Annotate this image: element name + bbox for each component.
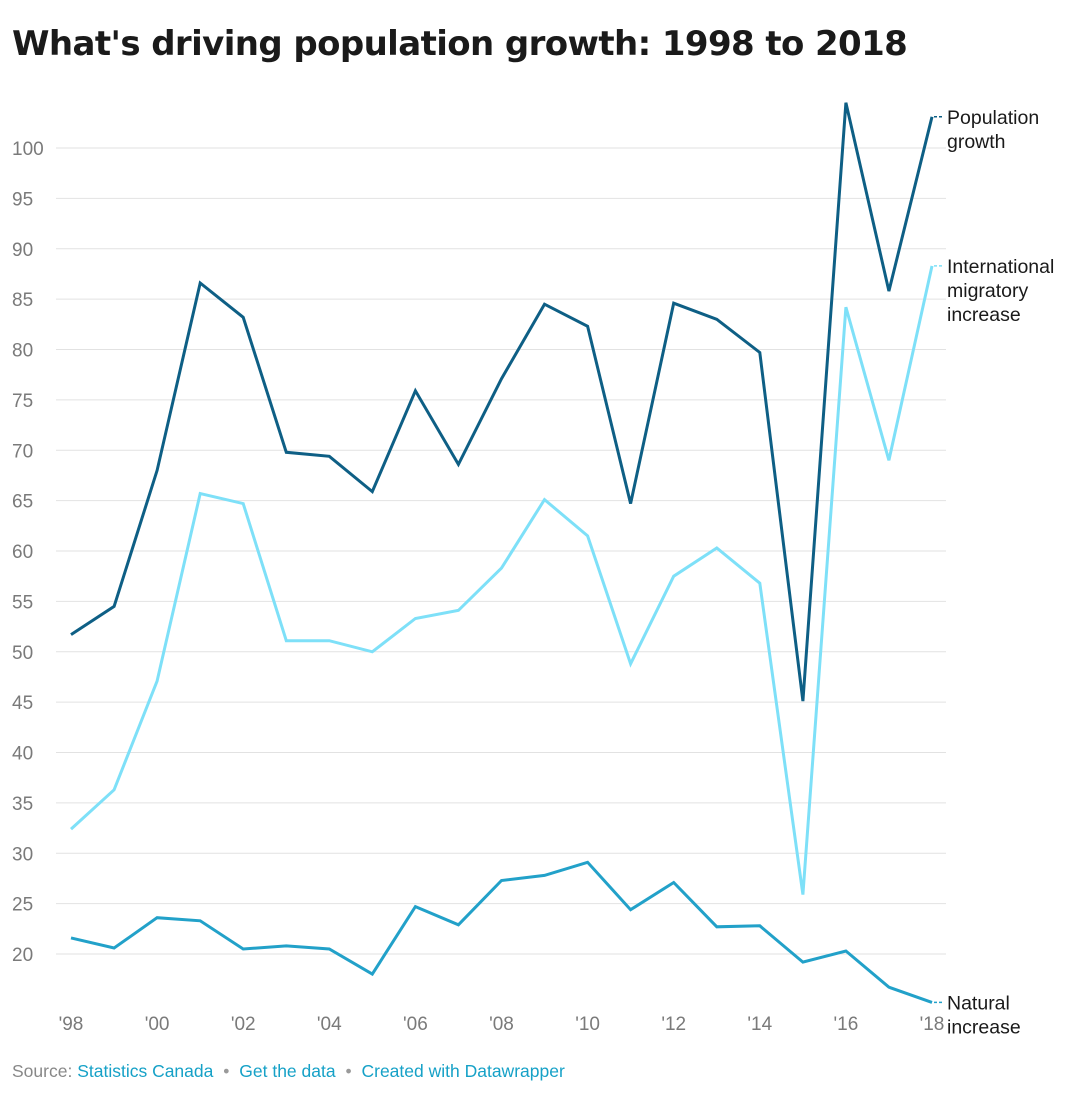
series-line-natural-increase [70,860,933,1004]
y-tick-label: 50 [12,643,33,664]
series-line-population-growth [70,102,934,702]
x-tick-label: '00 [145,1014,170,1035]
series-label-line: growth [947,131,1006,153]
y-tick-label: 25 [12,895,33,916]
x-tick-label: '98 [59,1014,84,1035]
separator: • [345,1061,352,1081]
datawrapper-link[interactable]: Created with Datawrapper [361,1061,565,1081]
x-tick-label: '16 [834,1014,859,1035]
x-tick-label: '08 [489,1014,514,1035]
y-tick-label: 100 [12,139,44,160]
series-label-international-migratory-increase: International migratory increase [947,256,1054,326]
y-tick-label: 60 [12,542,33,563]
get-the-data-link[interactable]: Get the data [239,1061,336,1081]
x-tick-label: '14 [747,1014,772,1035]
y-tick-label: 30 [12,844,33,865]
y-tick-label: 40 [12,744,33,765]
series-label-line: increase [947,304,1021,326]
chart-title: What's driving population growth: 1998 t… [12,24,908,64]
series-label-natural-increase: Natural increase [947,992,1021,1038]
series-line-international-migratory-increase [69,265,934,895]
y-tick-label: 20 [12,945,33,966]
y-tick-label: 45 [12,693,33,714]
y-tick-label: 90 [12,240,33,261]
source-footer: Source: Statistics Canada • Get the data… [12,1061,565,1082]
series-label-line: Population [947,107,1039,129]
y-tick-label: 65 [12,492,33,513]
series-label-population-growth: Population growth [947,107,1039,153]
y-tick-label: 85 [12,290,33,311]
x-tick-label: '10 [575,1014,600,1035]
series-label-line: migratory [947,280,1029,302]
y-axis-ticks: 20 25 30 35 40 45 50 55 60 65 70 75 80 85 90 95 100 [12,139,44,966]
series-label-line: increase [947,1016,1021,1038]
x-tick-label: '06 [403,1014,428,1035]
y-tick-label: 75 [12,391,33,412]
gridlines [56,147,946,955]
y-tick-label: 70 [12,441,33,462]
x-tick-label: '18 [920,1014,945,1035]
x-tick-label: '02 [231,1014,256,1035]
x-tick-label: '04 [317,1014,342,1035]
series-label-line: International [947,256,1054,278]
series-label-line: Natural [947,992,1010,1014]
x-tick-label: '12 [661,1014,686,1035]
y-tick-label: 95 [12,189,33,210]
x-axis-ticks: '98 '00 '02 '04 '06 '08 '10 '12 '14 '16 '18 [59,1014,945,1035]
source-link-statistics-canada[interactable]: Statistics Canada [77,1061,214,1081]
y-tick-label: 55 [12,592,33,613]
y-tick-label: 80 [12,341,33,362]
y-tick-label: 35 [12,794,33,815]
source-prefix: Source: [12,1061,73,1081]
separator: • [223,1061,230,1081]
series-lines [69,102,934,1004]
